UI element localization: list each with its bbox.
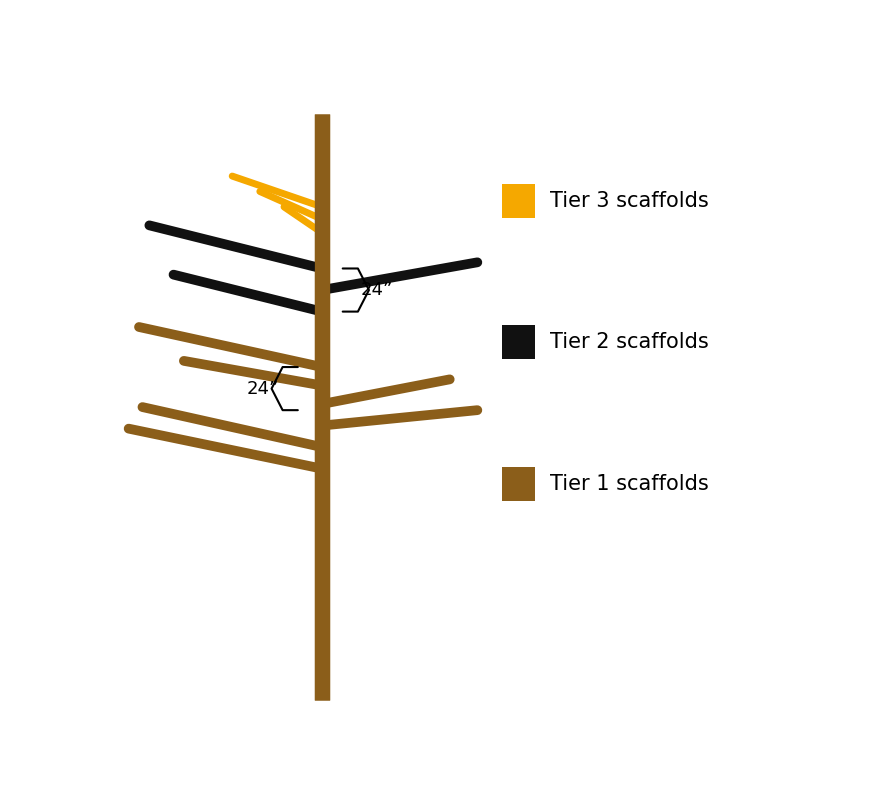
Text: Tier 1 scaffolds: Tier 1 scaffolds: [550, 474, 708, 494]
Text: 24”: 24”: [247, 379, 280, 398]
Text: Tier 3 scaffolds: Tier 3 scaffolds: [550, 190, 708, 210]
Bar: [502, 184, 535, 218]
Bar: [502, 326, 535, 359]
Text: 24”: 24”: [361, 281, 394, 299]
Bar: [502, 467, 535, 501]
Text: Tier 2 scaffolds: Tier 2 scaffolds: [550, 333, 708, 352]
